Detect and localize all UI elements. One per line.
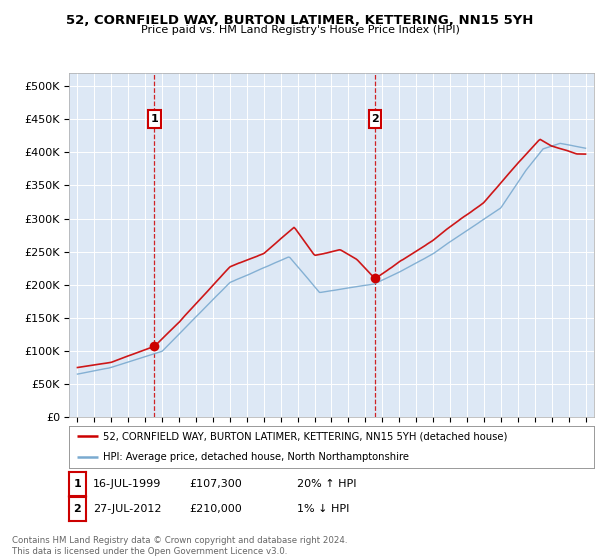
Text: 52, CORNFIELD WAY, BURTON LATIMER, KETTERING, NN15 5YH (detached house): 52, CORNFIELD WAY, BURTON LATIMER, KETTE… (103, 431, 508, 441)
Text: £210,000: £210,000 (189, 504, 242, 514)
Text: 1: 1 (151, 114, 158, 124)
FancyBboxPatch shape (148, 110, 161, 128)
Text: Contains HM Land Registry data © Crown copyright and database right 2024.
This d: Contains HM Land Registry data © Crown c… (12, 536, 347, 556)
Text: 1: 1 (74, 479, 81, 489)
FancyBboxPatch shape (368, 110, 382, 128)
Text: 1% ↓ HPI: 1% ↓ HPI (297, 504, 349, 514)
Text: 16-JUL-1999: 16-JUL-1999 (93, 479, 161, 489)
Text: 52, CORNFIELD WAY, BURTON LATIMER, KETTERING, NN15 5YH: 52, CORNFIELD WAY, BURTON LATIMER, KETTE… (67, 14, 533, 27)
Text: Price paid vs. HM Land Registry's House Price Index (HPI): Price paid vs. HM Land Registry's House … (140, 25, 460, 35)
Text: 27-JUL-2012: 27-JUL-2012 (93, 504, 161, 514)
Text: £107,300: £107,300 (189, 479, 242, 489)
Text: HPI: Average price, detached house, North Northamptonshire: HPI: Average price, detached house, Nort… (103, 452, 409, 462)
Text: 2: 2 (74, 504, 81, 514)
Text: 2: 2 (371, 114, 379, 124)
Text: 20% ↑ HPI: 20% ↑ HPI (297, 479, 356, 489)
